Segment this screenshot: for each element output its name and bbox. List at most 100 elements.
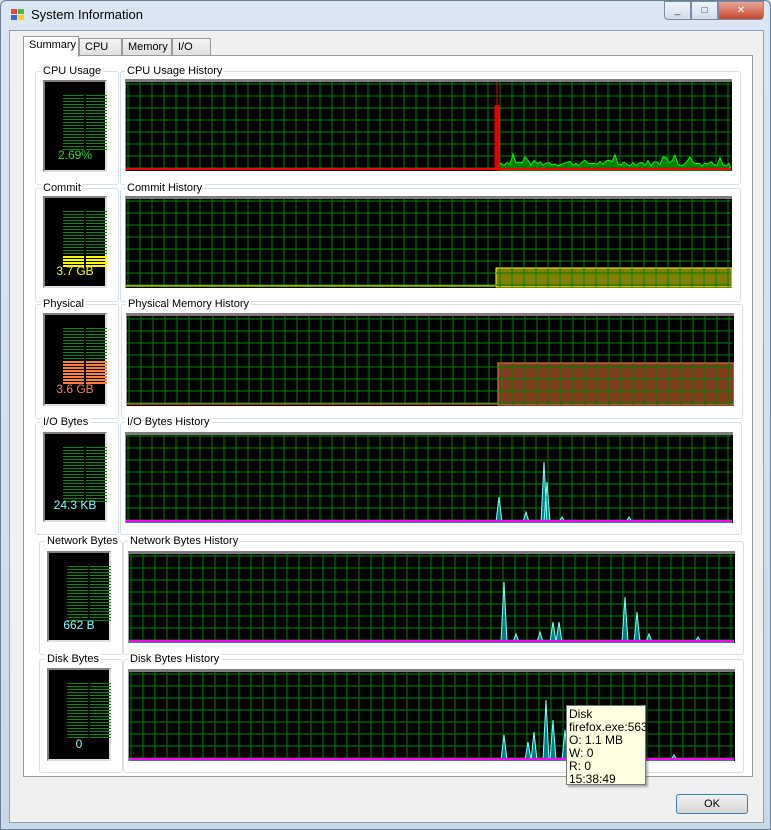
tab-io[interactable]: I/O [172, 38, 211, 56]
gauge-segment [86, 119, 107, 120]
gauge-segment [90, 581, 111, 582]
gauge-segment [63, 382, 84, 384]
tab-memory[interactable]: Memory [122, 38, 172, 56]
gauge-segment [90, 710, 111, 711]
gauge-segment [90, 698, 111, 699]
gauge-segment [86, 501, 107, 502]
gauge-meter: 0 [47, 668, 111, 761]
ok-button[interactable]: OK [676, 794, 748, 814]
gauge-segment [63, 220, 84, 221]
history-label: Network Bytes History [128, 535, 241, 547]
tooltip-line: W: 0 [569, 746, 594, 760]
gauge-segment [90, 614, 111, 615]
gauge-segment [67, 716, 88, 717]
tooltip-line: 15:38:49 [569, 772, 616, 786]
gauge-segment [67, 701, 88, 702]
gauge-segment [86, 235, 107, 236]
io-bytes-area [126, 461, 732, 523]
gauge-segment [63, 101, 84, 102]
gauge-bars [67, 566, 111, 621]
gauge-label: Physical [41, 298, 86, 310]
gauge-segment [63, 98, 84, 99]
gauge-segment [90, 707, 111, 708]
cpu-usage-area [494, 152, 732, 171]
gauge-segment [90, 719, 111, 720]
gauge-segment [63, 119, 84, 120]
tab-cpu[interactable]: CPU [79, 38, 122, 56]
gauge-segment [63, 238, 84, 239]
gauge-segment [86, 217, 107, 218]
gauge-segment [67, 608, 88, 609]
history-group [123, 659, 744, 773]
gauge-segment [86, 489, 107, 490]
gauge-segment [86, 498, 107, 499]
gauge-segment [86, 376, 107, 378]
gauge-segment [63, 331, 84, 332]
gauge-segment [90, 602, 111, 603]
gauge-segment [63, 223, 84, 224]
gauge-segment [86, 495, 107, 496]
gauge-segment [86, 247, 107, 248]
gauge-segment [63, 116, 84, 117]
gauge-segment [86, 355, 107, 356]
history-graph [125, 196, 732, 288]
gauge-segment [90, 593, 111, 594]
gauge-segment [86, 337, 107, 338]
gauge-segment [86, 244, 107, 245]
gauge-segment [63, 146, 84, 147]
gauge-segment [63, 337, 84, 338]
gauge-segment [67, 734, 88, 735]
gauge-segment [67, 725, 88, 726]
gauge-segment [86, 367, 107, 369]
gauge-segment [63, 149, 84, 150]
gauge-segment [67, 590, 88, 591]
gauge-segment [67, 599, 88, 600]
gauge-segment [63, 95, 84, 96]
gauge-label: Commit [41, 182, 83, 194]
gauge-segment [63, 110, 84, 111]
gauge-segment [86, 331, 107, 332]
gauge-segment [63, 250, 84, 251]
gauge-segment [86, 382, 107, 384]
gauge-segment [67, 581, 88, 582]
gauge-segment [63, 379, 84, 381]
gauge-segment [90, 584, 111, 585]
gauge-segment [86, 229, 107, 230]
gauge-segment [67, 695, 88, 696]
gauge-segment [67, 728, 88, 729]
gauge-segment [63, 477, 84, 478]
gauge-segment [63, 361, 84, 363]
gauge-segment [63, 495, 84, 496]
history-group [120, 71, 741, 185]
maximize-button[interactable]: □ [691, 1, 718, 20]
gauge-segment [63, 104, 84, 105]
gauge-segment [67, 620, 88, 621]
gauge-segment [86, 328, 107, 329]
gauge-segment [63, 241, 84, 242]
gauge-meter: 662 B [47, 551, 111, 642]
gauge-segment [67, 707, 88, 708]
close-button[interactable]: ✕ [718, 1, 764, 20]
gauge-segment [63, 447, 84, 448]
gauge-segment [90, 695, 111, 696]
gauge-segment [86, 116, 107, 117]
gauge-segment [86, 477, 107, 478]
gauge-segment [63, 134, 84, 135]
gauge-segment [90, 605, 111, 606]
gauge-segment [90, 572, 111, 573]
tab-summary[interactable]: Summary [23, 36, 79, 57]
minimize-button[interactable]: _ [664, 1, 691, 20]
gauge-segment [90, 575, 111, 576]
gauge-segment [63, 217, 84, 218]
gauge-segment [86, 459, 107, 460]
gauge-segment [63, 367, 84, 369]
memory-area [495, 267, 732, 288]
gauge-segment [86, 349, 107, 350]
gauge-segment [86, 110, 107, 111]
gauge-segment [63, 259, 84, 261]
gauge-segment [86, 265, 107, 267]
gauge-segment [67, 731, 88, 732]
gauge-segment [63, 247, 84, 248]
history-label: CPU Usage History [125, 65, 225, 77]
gauge-segment [67, 575, 88, 576]
